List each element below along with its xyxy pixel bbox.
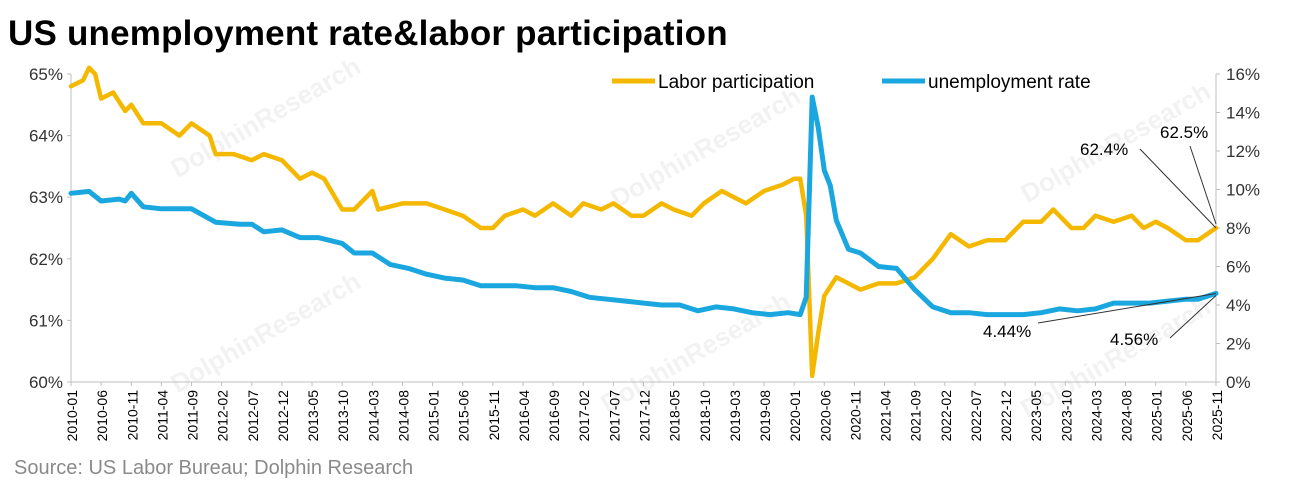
x-tick-label: 2012-02 (215, 390, 231, 442)
left-tick-label: 62% (29, 250, 63, 269)
right-tick-label: 2% (1226, 335, 1251, 354)
left-y-axis-ticks: 60% 61% 62% 63% 64% 65% (29, 65, 71, 392)
x-tick-label: 2019-08 (757, 390, 773, 442)
x-tick-label: 2010-01 (64, 390, 80, 442)
x-tick-label: 2020-01 (787, 390, 803, 442)
unemployment-rate-line (68, 94, 1219, 318)
x-tick-label: 2019-03 (727, 390, 743, 442)
x-tick-label: 2013-05 (305, 390, 321, 442)
chart-legend: Labor participation unemployment rate (612, 72, 1091, 93)
right-tick-label: 0% (1226, 373, 1251, 392)
x-tick-label: 2023-10 (1058, 390, 1074, 442)
x-tick-label: 2013-10 (335, 390, 351, 442)
right-tick-label: 12% (1226, 142, 1260, 161)
x-tick-label: 2025-11 (1209, 390, 1225, 441)
x-tick-label: 2012-07 (245, 390, 261, 442)
left-tick-label: 61% (29, 311, 63, 330)
x-tick-label: 2016-04 (516, 390, 532, 442)
annotation-leader-line (1037, 292, 1217, 324)
x-tick-label: 2017-12 (637, 390, 653, 442)
source-note: Source: US Labor Bureau; Dolphin Researc… (14, 457, 414, 479)
x-tick-label: 2017-02 (576, 390, 592, 442)
annotation-label: 62.5% (1160, 123, 1208, 142)
left-tick-label: 64% (29, 127, 63, 146)
x-tick-label: 2021-04 (878, 390, 894, 442)
x-tick-label: 2020-11 (847, 390, 863, 441)
left-tick-label: 65% (29, 65, 63, 84)
watermark-text: DolphinResearch (165, 266, 365, 399)
watermark-text: DolphinResearch (165, 51, 365, 184)
right-tick-label: 4% (1226, 296, 1251, 315)
x-tick-label: 2017-07 (606, 390, 622, 442)
right-tick-label: 8% (1226, 219, 1251, 238)
x-tick-label: 2022-12 (998, 390, 1014, 442)
chart-title: US unemployment rate&labor participation (8, 14, 728, 53)
x-tick-label: 2021-09 (908, 390, 924, 442)
annotations-layer: 62.5% 62.4% 4.44% 4.56% (983, 123, 1217, 349)
x-tick-label: 2023-05 (1028, 390, 1044, 442)
labor-participation-line (68, 65, 1219, 379)
annotation-label: 4.44% (983, 322, 1031, 341)
x-tick-label: 2020-06 (817, 390, 833, 442)
x-tick-label: 2014-03 (365, 390, 381, 442)
x-tick-label: 2012-12 (275, 390, 291, 442)
x-tick-label: 2024-03 (1088, 390, 1104, 442)
x-tick-label: 2010-11 (124, 390, 140, 441)
x-tick-label: 2024-08 (1119, 390, 1135, 442)
x-tick-label: 2018-10 (697, 390, 713, 442)
left-tick-label: 63% (29, 188, 63, 207)
annotation-leader-line (1139, 148, 1217, 229)
right-tick-label: 14% (1226, 104, 1260, 123)
x-tick-label: 2025-06 (1179, 390, 1195, 442)
legend-label-unemployment: unemployment rate (928, 72, 1091, 93)
x-tick-label: 2015-11 (486, 390, 502, 441)
series-layer (68, 65, 1219, 379)
x-axis-ticks: 2010-01 2010-06 2010-11 2011-04 2011-09 2012-… (64, 382, 1225, 441)
annotation-label: 4.56% (1110, 330, 1158, 349)
right-y-axis-ticks: 0% 2% 4% 6% 8% 10% 12% 14% 16% (1216, 65, 1260, 392)
x-tick-label: 2011-09 (185, 390, 201, 441)
annotation-leader-line (1189, 145, 1217, 225)
x-tick-label: 2014-08 (395, 390, 411, 442)
legend-label-participation: Labor participation (658, 72, 814, 93)
x-tick-label: 2025-01 (1149, 390, 1165, 442)
right-tick-label: 10% (1226, 181, 1260, 200)
right-tick-label: 16% (1226, 65, 1260, 84)
x-tick-label: 2022-07 (968, 390, 984, 442)
annotation-label: 62.4% (1080, 140, 1128, 159)
x-tick-label: 2015-06 (456, 390, 472, 442)
x-tick-label: 2015-01 (426, 390, 442, 442)
left-tick-label: 60% (29, 373, 63, 392)
watermark-text: DolphinResearch (605, 81, 805, 214)
right-tick-label: 6% (1226, 258, 1251, 277)
x-tick-label: 2018-05 (667, 390, 683, 442)
x-tick-label: 2016-09 (546, 390, 562, 442)
annotation-leader-line (1169, 295, 1217, 339)
x-tick-label: 2011-04 (154, 390, 170, 441)
x-tick-label: 2010-06 (94, 390, 110, 442)
x-tick-label: 2022-02 (938, 390, 954, 442)
